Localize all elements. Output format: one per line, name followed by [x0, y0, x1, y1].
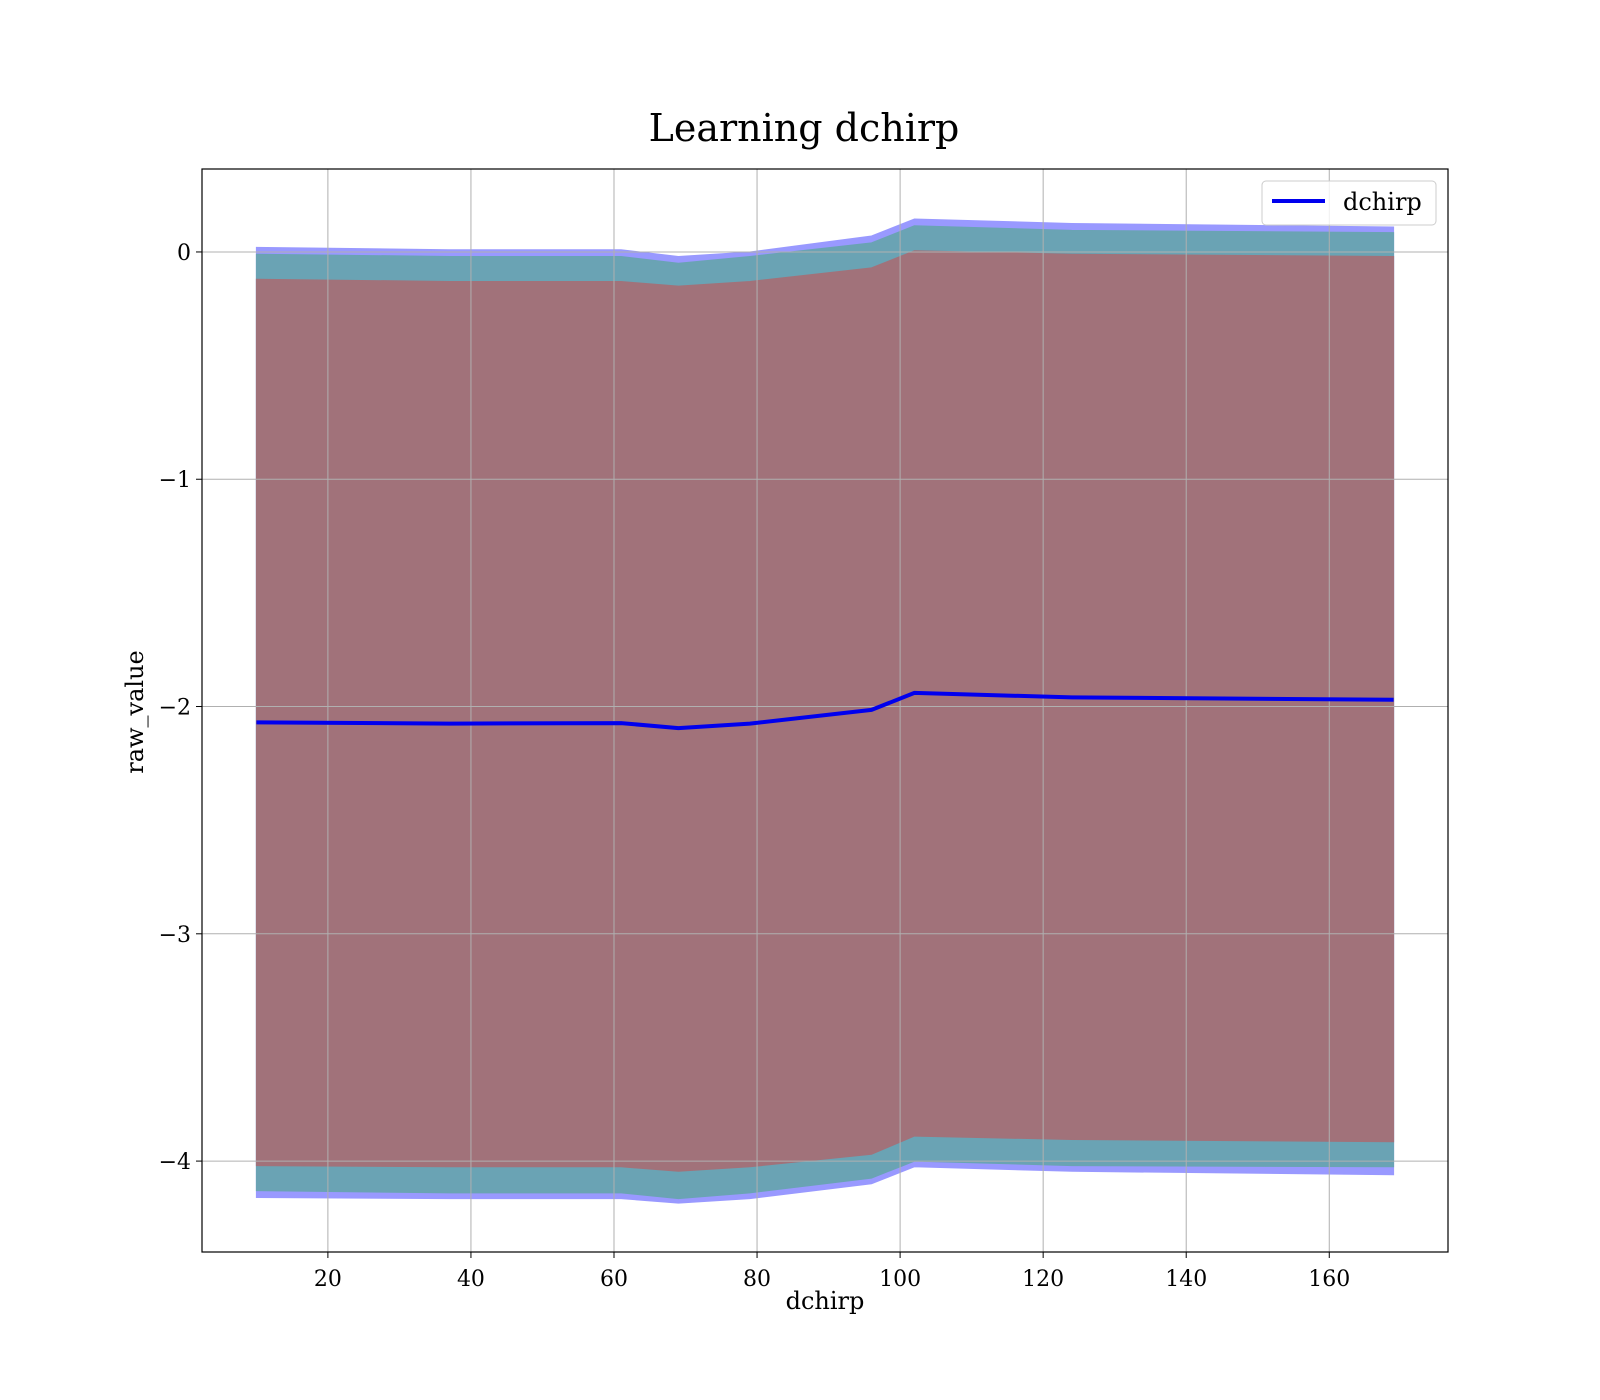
legend-label-dchirp: dchirp — [1343, 188, 1422, 216]
y-tick-label: −3 — [159, 923, 191, 948]
x-tick-label: 40 — [457, 1267, 485, 1292]
x-tick-label: 160 — [1308, 1267, 1350, 1292]
plot-area-frame — [201, 168, 1449, 1253]
legend-box — [1261, 180, 1437, 226]
x-tick-label: 120 — [1022, 1267, 1064, 1292]
y-tick-label: −2 — [159, 696, 191, 721]
y-tick-label: 0 — [177, 241, 191, 266]
y-tick-label: −1 — [159, 468, 191, 493]
series-lines — [256, 690, 1394, 731]
y-axis-label: raw_value — [121, 650, 149, 774]
grid-lines — [202, 169, 1448, 1252]
band-2 — [255, 250, 1395, 1172]
x-tick-label: 140 — [1165, 1267, 1207, 1292]
y-tick-label: −4 — [159, 1150, 191, 1175]
x-axis-ticks: 20 40 60 80 100 120 140 160 — [314, 1252, 1350, 1292]
series-line-dchirp — [256, 690, 1394, 731]
x-axis-label: dchirp — [786, 1287, 865, 1315]
legend: dchirp — [1261, 180, 1437, 226]
chart-title: Learning dchirp — [649, 106, 960, 150]
x-tick-label: 20 — [314, 1267, 342, 1292]
x-tick-label: 100 — [879, 1267, 921, 1292]
y-axis-ticks: 0 −1 −2 −3 −4 — [159, 241, 202, 1175]
confidence-bands — [255, 218, 1395, 1204]
x-tick-label: 60 — [600, 1267, 628, 1292]
x-tick-label: 80 — [743, 1267, 771, 1292]
